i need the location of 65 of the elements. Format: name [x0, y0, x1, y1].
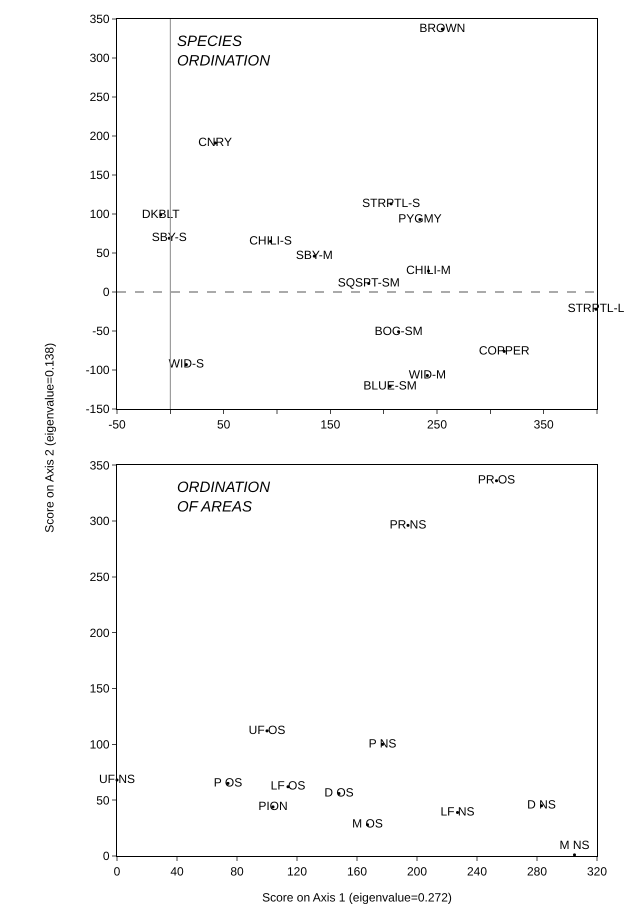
x-tick-label: 320 [586, 864, 608, 878]
x-tick-label: 250 [426, 417, 448, 432]
data-label: D NS [527, 798, 556, 812]
y-tick-label: 0 [102, 285, 110, 300]
data-label: M NS [560, 838, 590, 852]
y-tick-label: -100 [86, 363, 110, 378]
y-tick-label: 100 [90, 207, 110, 222]
data-label: UF OS [248, 722, 286, 737]
x-tick-label: 160 [346, 864, 368, 878]
x-tick-label: 150 [320, 417, 341, 432]
y-tick-label: 250 [90, 570, 110, 584]
y-tick-label: 50 [96, 793, 110, 808]
y-tick-label: 300 [90, 51, 110, 66]
data-label: PYGMY [398, 211, 442, 226]
y-tick-label: 350 [90, 12, 110, 26]
y-tick-label: 50 [96, 246, 110, 260]
point [266, 729, 268, 732]
x-tick-label: 0 [114, 864, 121, 878]
y-tick-label: -50 [92, 324, 110, 338]
data-label: DKBLT [142, 206, 180, 221]
data-label: CHILI-S [249, 233, 292, 248]
y-tick-label: 350 [90, 458, 110, 472]
y-axis-title: Score on Axis 2 (eigenvalue=0.138) [42, 342, 57, 533]
data-label: COPPER [478, 343, 530, 358]
x-tick-label: 280 [526, 864, 548, 878]
y-tick-label: 250 [90, 90, 110, 104]
data-label: PR OS [478, 472, 516, 487]
x-tick-label: 350 [534, 417, 554, 432]
x-tick-label: 120 [286, 864, 308, 878]
x-tick-label: 240 [466, 864, 488, 878]
data-label: PR NS [390, 517, 426, 532]
data-label: SBY-M [296, 248, 333, 262]
text: ORDINATION OF AREAS [177, 479, 270, 516]
x-axis-title: Score on Axis 1 (eigenvalue=0.272) [262, 890, 452, 904]
x-tick-label: 200 [406, 864, 428, 878]
data-label: BROWN [419, 21, 466, 36]
y-tick-label: 100 [90, 738, 110, 752]
data-label: CNRY [198, 135, 232, 150]
y-tick-label: 150 [90, 682, 110, 696]
data-label: SBY-S [152, 230, 187, 244]
data-label: D OS [324, 785, 354, 800]
y-tick-label: 300 [90, 514, 110, 528]
point [573, 853, 576, 856]
data-label: UF NS [99, 772, 135, 786]
x-tick-label: 40 [170, 864, 184, 878]
y-tick-label: -150 [86, 402, 110, 416]
data-label: WID-S [168, 356, 204, 371]
data-label: PION [258, 798, 288, 813]
data-label: BOC-SM [374, 324, 423, 338]
point [406, 524, 410, 527]
data-label: CHILI-M [406, 262, 451, 277]
data-label: LF NS [440, 804, 475, 818]
data-label: LF OS [270, 778, 306, 793]
y-tick-label: 150 [90, 168, 110, 182]
data-label: P OS [214, 775, 242, 790]
data-label: P NS [368, 736, 396, 750]
data-label: STRPTL-S [362, 196, 420, 210]
data-label: SQSPT-SM [338, 275, 400, 290]
x-tick-label: 80 [230, 864, 244, 878]
text: SPECIES ORDINATION [177, 33, 270, 70]
point [495, 479, 498, 482]
y-tick-label: 200 [90, 626, 110, 640]
y-tick-label: 200 [90, 129, 110, 144]
y-tick-label: 0 [102, 849, 110, 864]
x-tick-label: 50 [216, 417, 231, 432]
